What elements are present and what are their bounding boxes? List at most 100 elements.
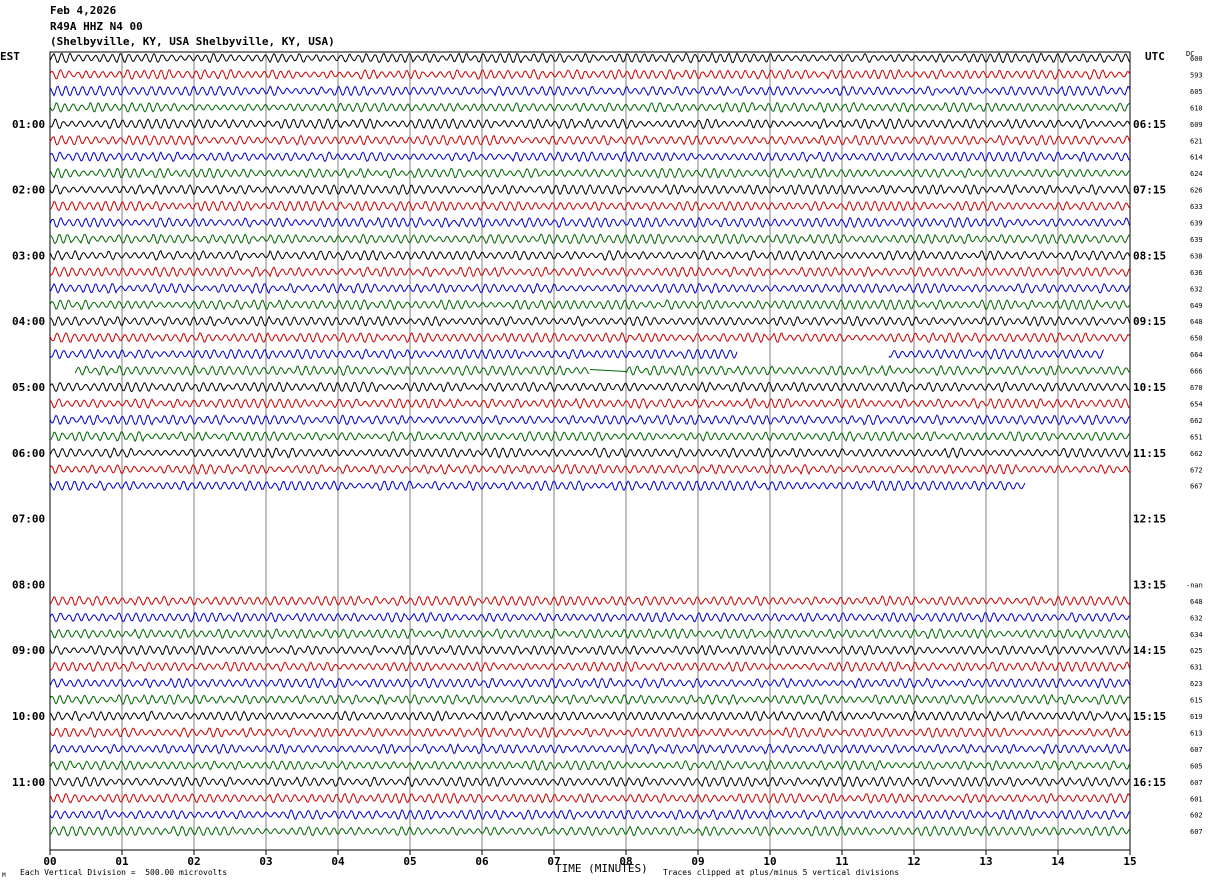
scale-note: Each Vertical Division = 500.00 microvol… xyxy=(20,868,228,877)
dc-offset-label: 632 xyxy=(1190,285,1203,293)
right-hour-label: 10:15 xyxy=(1133,381,1166,394)
x-tick-label: 03 xyxy=(259,855,272,868)
dc-offset-label: 626 xyxy=(1190,187,1203,195)
dc-offset-label: 633 xyxy=(1190,203,1203,211)
x-tick-label: 01 xyxy=(115,855,129,868)
seismic-trace xyxy=(49,348,738,360)
dc-offset-label: 636 xyxy=(1190,269,1203,277)
dc-offset-label: 666 xyxy=(1190,368,1203,376)
x-tick-label: 08 xyxy=(619,855,632,868)
dc-offset-label: 625 xyxy=(1190,647,1203,655)
seismic-trace xyxy=(49,825,1131,837)
seismic-trace xyxy=(49,85,1131,97)
seismic-trace xyxy=(49,134,1131,146)
dc-offset-label: 610 xyxy=(1190,104,1203,112)
right-hour-label: 07:15 xyxy=(1133,184,1166,197)
left-hour-label: 01:00 xyxy=(12,118,45,131)
left-hour-label: 08:00 xyxy=(12,578,45,591)
dc-offset-label: 631 xyxy=(1190,664,1203,672)
left-hour-label: 04:00 xyxy=(12,315,45,328)
dc-offset-label: 613 xyxy=(1190,729,1203,737)
seismic-trace xyxy=(49,167,1131,179)
seismic-trace xyxy=(49,151,1131,163)
right-hour-label: 12:15 xyxy=(1133,513,1166,526)
dc-offset-label: 623 xyxy=(1190,680,1203,688)
flat-trace-segment xyxy=(589,369,627,373)
right-hour-label: 09:15 xyxy=(1133,315,1166,328)
seismic-trace xyxy=(49,332,1131,344)
x-axis-title: TIME (MINUTES) xyxy=(555,862,648,875)
seismic-trace xyxy=(49,397,1131,410)
dc-offset-label: 607 xyxy=(1190,779,1203,787)
header-date: Feb 4,2026 xyxy=(50,4,117,17)
dc-offset-label: 651 xyxy=(1190,433,1203,441)
dc-offset-label: 593 xyxy=(1190,71,1203,79)
dc-offset-label: 670 xyxy=(1190,384,1203,392)
x-tick-label: 05 xyxy=(403,855,416,868)
dc-offset-label: 601 xyxy=(1190,795,1203,803)
left-hour-label: 11:00 xyxy=(12,776,45,789)
seismic-trace xyxy=(49,315,1131,327)
x-tick-label: 11 xyxy=(835,855,849,868)
seismic-trace xyxy=(888,348,1105,360)
seismic-trace xyxy=(49,759,1131,771)
dc-offset-label: 662 xyxy=(1190,417,1203,425)
dc-offset-label: 639 xyxy=(1190,220,1203,228)
seismic-trace xyxy=(49,299,1131,311)
left-hour-label: 09:00 xyxy=(12,644,45,657)
left-hour-label: 07:00 xyxy=(12,513,45,526)
seismic-trace xyxy=(49,233,1131,245)
x-tick-label: 13 xyxy=(979,855,992,868)
left-hour-label: 06:00 xyxy=(12,447,45,460)
seismic-trace xyxy=(49,249,1131,262)
dc-offset-label: 667 xyxy=(1190,483,1203,491)
header-station: R49A HHZ N4 00 xyxy=(50,20,143,33)
seismic-trace xyxy=(49,726,1131,739)
x-tick-label: 00 xyxy=(43,855,56,868)
dc-offset-label: 632 xyxy=(1190,614,1203,622)
seismic-trace xyxy=(49,595,1131,607)
dc-offset-label: 664 xyxy=(1190,351,1203,359)
dc-offset-label: 621 xyxy=(1190,137,1203,145)
right-hour-label: 16:15 xyxy=(1133,776,1166,789)
seismic-trace xyxy=(49,101,1131,113)
dc-offset-label: 607 xyxy=(1190,746,1203,754)
right-hour-label: 11:15 xyxy=(1133,447,1166,460)
seismic-trace xyxy=(49,282,1131,295)
seismic-trace xyxy=(49,644,1131,656)
seismic-trace xyxy=(49,183,1131,196)
nan-marker-label: -nan xyxy=(1186,581,1203,589)
dc-offset-label: 634 xyxy=(1190,631,1203,639)
dc-offset-label: 609 xyxy=(1190,121,1203,129)
dc-offset-label: 654 xyxy=(1190,400,1203,408)
x-tick-label: 07 xyxy=(547,855,560,868)
seismic-trace xyxy=(49,200,1131,212)
seismic-trace xyxy=(49,677,1131,689)
x-tick-label: 09 xyxy=(691,855,704,868)
dc-offset-label: 638 xyxy=(1190,252,1203,260)
clip-note: Traces clipped at plus/minus 5 vertical … xyxy=(663,868,900,877)
seismic-trace xyxy=(49,792,1131,804)
right-hour-label: 15:15 xyxy=(1133,710,1166,723)
x-tick-label: 14 xyxy=(1051,855,1065,868)
seismic-trace xyxy=(49,266,1131,278)
dc-offset-label: 614 xyxy=(1190,154,1203,162)
dc-offset-label: 650 xyxy=(1190,335,1203,343)
right-hour-label: 13:15 xyxy=(1133,578,1166,591)
right-hour-label: 14:15 xyxy=(1133,644,1166,657)
seismic-trace xyxy=(49,628,1131,640)
x-tick-label: 04 xyxy=(331,855,345,868)
right-hour-label: 08:15 xyxy=(1133,249,1166,262)
seismic-trace xyxy=(49,118,1131,130)
seismic-trace xyxy=(49,68,1131,81)
left-hour-label: 03:00 xyxy=(12,249,45,262)
right-hour-label: 06:15 xyxy=(1133,118,1166,131)
dc-offset-label: 672 xyxy=(1190,466,1203,474)
seismic-trace xyxy=(49,661,1131,673)
seismic-trace xyxy=(49,776,1131,788)
x-tick-label: 06 xyxy=(475,855,489,868)
x-tick-label: 02 xyxy=(187,855,200,868)
dc-offset-label: 619 xyxy=(1190,713,1203,721)
x-tick-label: 10 xyxy=(763,855,776,868)
